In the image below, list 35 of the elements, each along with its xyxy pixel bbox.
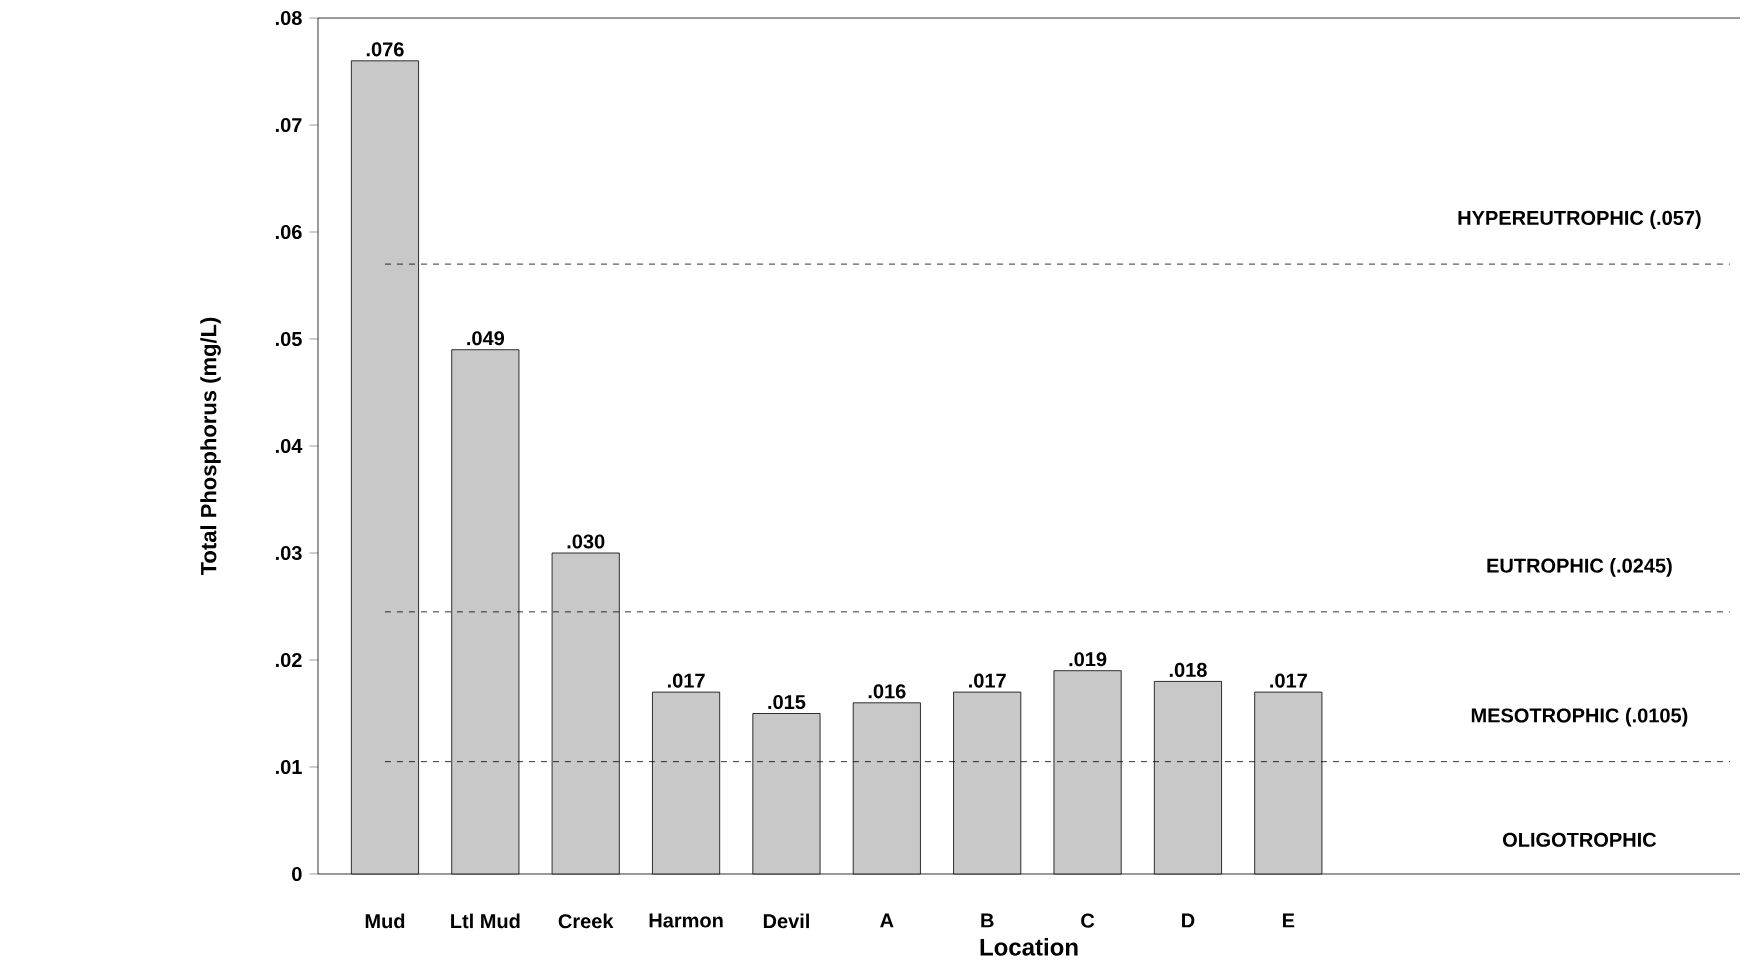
x-tick-label: Harmon [649, 913, 723, 928]
y-tick-label: .01 [275, 759, 302, 775]
data-label: .015 [768, 694, 806, 710]
data-label: .016 [868, 684, 906, 699]
data-label: .017 [1270, 673, 1307, 688]
y-axis-title: Total Phosphorus (mg/L) [200, 317, 221, 576]
x-tick-label: A [880, 913, 894, 928]
y-tick-label: .05 [275, 331, 302, 347]
data-label: .049 [467, 331, 505, 346]
data-label: .017 [969, 673, 1006, 688]
y-tick-label: .08 [275, 10, 302, 26]
x-tick-label: C [1081, 913, 1095, 928]
x-tick-label: Creek [558, 913, 614, 929]
x-tick-label: D [1182, 913, 1195, 928]
x-tick-label: Ltl Mud [451, 913, 520, 929]
data-label: .017 [667, 673, 705, 688]
x-tick-label: E [1283, 913, 1295, 928]
text: OLIGOTROPHIC [1503, 832, 1657, 847]
data-label: .030 [567, 534, 605, 549]
ref-line-label: MESOTROPHIC (.0105) [1471, 707, 1688, 727]
x-axis-title: Location [980, 938, 1078, 956]
x-tick-label: Devil [763, 913, 809, 929]
data-label: .076 [366, 42, 404, 57]
data-label: .019 [1069, 652, 1107, 667]
x-tick-label: B [981, 913, 994, 928]
y-tick-label: .06 [275, 224, 302, 240]
ref-line-label: EUTROPHIC (.0245) [1487, 558, 1672, 577]
y-tick-label: .03 [275, 545, 302, 561]
y-tick-label: .02 [275, 652, 302, 668]
x-tick-label: Mud [365, 913, 405, 929]
y-tick-label: .04 [275, 438, 303, 454]
y-tick-label: .07 [275, 117, 302, 133]
ref-line-label: HYPEREUTROPHIC (.057) [1458, 210, 1701, 229]
data-label: .018 [1169, 662, 1207, 677]
y-tick-label: 0 [292, 866, 302, 882]
